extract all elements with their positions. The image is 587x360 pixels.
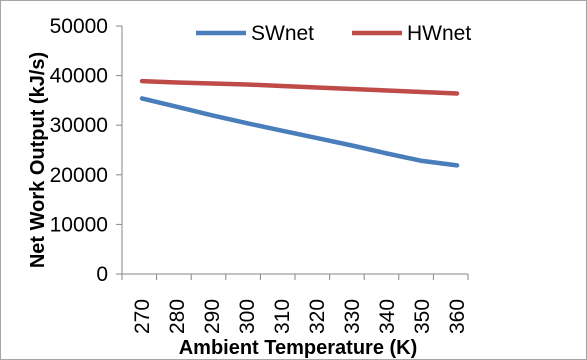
y-tick-label: 10000: [50, 213, 108, 236]
y-tick-label: 40000: [50, 65, 108, 88]
y-axis-title: Net Work Output (kJ/s): [27, 52, 49, 268]
x-tick-label: 360: [446, 299, 469, 334]
y-tick-labels: 0 10000 20000 30000 40000 50000: [50, 15, 122, 286]
y-tick-label: 0: [96, 263, 108, 286]
series-lines: [139, 78, 460, 168]
x-axis-title: Ambient Temperature (K): [179, 337, 418, 359]
x-tick-label: 330: [341, 299, 364, 334]
x-tick-label: 350: [411, 299, 434, 334]
legend-label-hwnet: HWnet: [407, 22, 471, 45]
series-line-swnet: [139, 96, 460, 168]
y-tick-label: 50000: [50, 15, 108, 38]
x-tick-label: 340: [376, 299, 399, 334]
y-tick-label: 20000: [50, 164, 108, 187]
x-tick-label: 270: [131, 299, 154, 334]
x-tick-label: 310: [271, 299, 294, 334]
legend-label-swnet: SWnet: [251, 22, 314, 45]
y-tick-label: 30000: [50, 114, 108, 137]
axes: [121, 26, 468, 275]
x-tick-label: 320: [306, 299, 329, 334]
x-tick-labels: 270 280 290 300 310 320 330 340 350 360: [121, 274, 469, 334]
x-tick-label: 300: [236, 299, 259, 334]
x-tick-label: 280: [166, 299, 189, 334]
series-line-hwnet: [139, 78, 460, 96]
legend: SWnet HWnet: [196, 22, 471, 45]
x-tick-label: 290: [201, 299, 224, 334]
